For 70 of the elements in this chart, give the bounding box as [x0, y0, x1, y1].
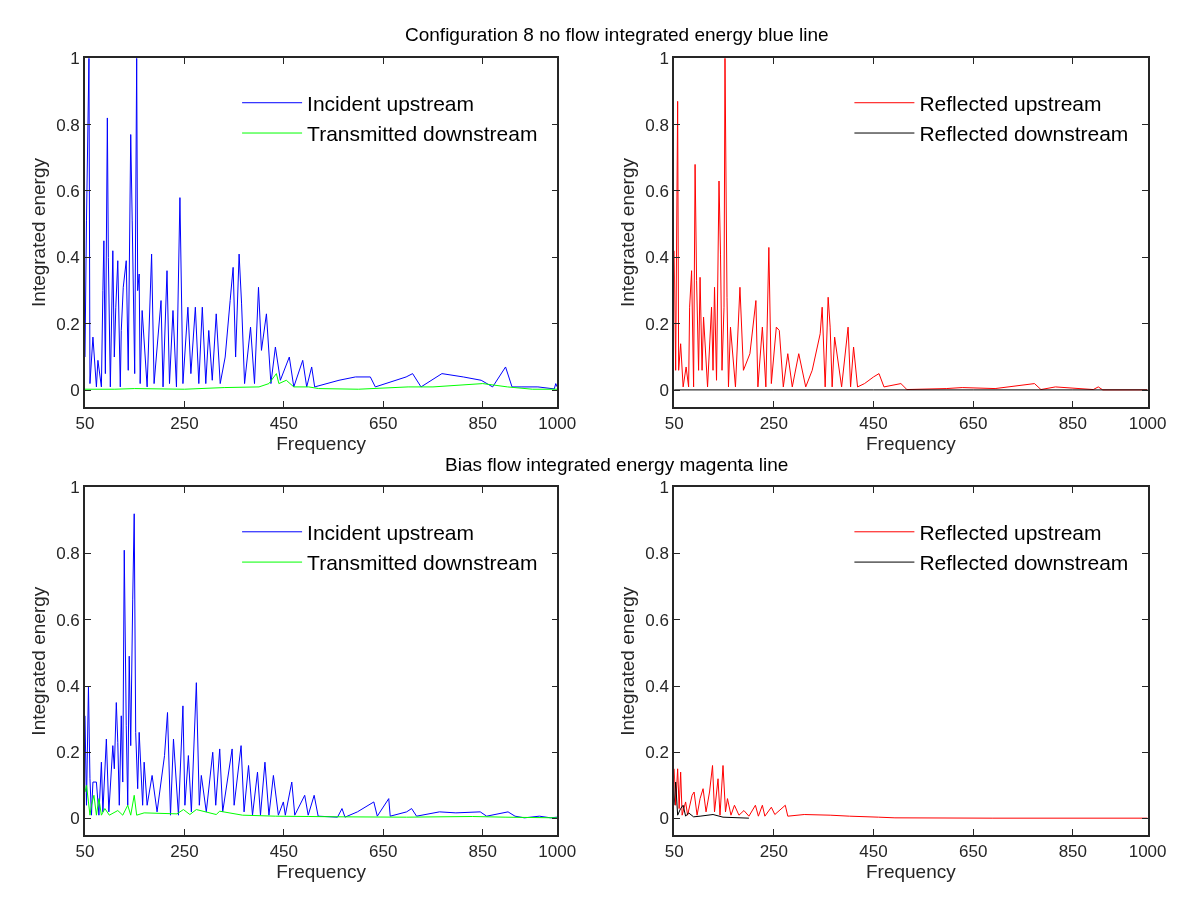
x-axis-title: Frequency	[276, 861, 367, 883]
y-tick-label: 0.4	[645, 676, 670, 696]
x-tick-label: 650	[369, 842, 398, 862]
y-tick-label: 1	[659, 478, 670, 498]
legend-label: Reflected upstream	[919, 520, 1102, 544]
y-axis-title: Integrated energy	[616, 586, 638, 736]
x-tick-label: 450	[859, 413, 888, 433]
y-tick-label: 0.6	[645, 181, 670, 201]
x-tick-label: 850	[468, 842, 497, 862]
x-tick-label: 850	[1058, 413, 1088, 433]
y-tick-label: 0.8	[56, 115, 80, 135]
x-tick-label: 250	[759, 413, 789, 433]
y-tick-label: 0.2	[645, 743, 670, 763]
x-tick-label: 650	[958, 842, 988, 862]
line-series	[84, 58, 558, 390]
legend-label: Incident upstream	[307, 520, 475, 544]
y-tick-label: 1	[659, 49, 670, 69]
text: Bias flow integrated energy magenta line	[445, 454, 789, 475]
x-axis-title: Frequency	[865, 432, 957, 454]
y-tick-label: 1	[70, 49, 80, 69]
legend-label: Transmitted downstream	[307, 122, 538, 146]
y-tick-label: 0.6	[56, 181, 80, 201]
line-series	[84, 784, 558, 819]
y-tick-label: 0.2	[56, 314, 80, 334]
x-tick-label: 1000	[1128, 842, 1167, 862]
x-tick-label: 1000	[1128, 413, 1167, 433]
x-tick-label: 450	[269, 842, 299, 862]
x-axis-title: Frequency	[865, 861, 957, 883]
x-tick-label: 50	[664, 413, 684, 433]
y-tick-label: 0	[70, 809, 80, 829]
x-tick-label: 450	[859, 842, 888, 862]
x-tick-label: 450	[269, 413, 299, 433]
y-tick-label: 0.8	[56, 544, 80, 564]
x-tick-label: 250	[759, 842, 789, 862]
x-tick-label: 650	[958, 413, 988, 433]
line-series	[674, 781, 750, 819]
y-tick-label: 1	[70, 478, 80, 498]
y-axis-title: Integrated energy	[616, 157, 638, 307]
y-tick-label: 0.4	[645, 248, 670, 268]
y-tick-label: 0	[659, 381, 670, 401]
y-tick-label: 0.2	[56, 743, 80, 763]
y-axis-title: Integrated energy	[27, 586, 49, 736]
x-tick-label: 650	[369, 413, 398, 433]
line-series	[84, 373, 558, 390]
y-tick-label: 0.4	[56, 676, 80, 696]
text: Configuration 8 no flow integrated energy blue line	[405, 24, 829, 45]
x-tick-label: 250	[170, 413, 199, 433]
y-tick-label: 0.6	[645, 610, 670, 630]
legend-label: Incident upstream	[307, 91, 475, 115]
x-tick-label: 250	[170, 842, 199, 862]
legend-label: Reflected downstream	[919, 122, 1129, 146]
y-axis-title: Integrated energy	[27, 157, 49, 307]
x-axis-title: Frequency	[276, 432, 367, 454]
legend-label: Reflected upstream	[919, 91, 1102, 115]
y-tick-label: 0	[70, 381, 80, 401]
x-tick-label: 850	[468, 413, 497, 433]
x-tick-label: 1000	[538, 413, 577, 433]
y-tick-label: 0.8	[645, 544, 670, 564]
legend-label: Reflected downstream	[919, 551, 1129, 575]
x-tick-label: 1000	[538, 842, 577, 862]
x-tick-label: 50	[75, 413, 95, 433]
y-tick-label: 0.2	[645, 314, 670, 334]
legend-label: Transmitted downstream	[307, 551, 538, 575]
y-tick-label: 0.8	[645, 115, 670, 135]
x-tick-label: 850	[1058, 842, 1088, 862]
x-tick-label: 50	[664, 842, 684, 862]
y-tick-label: 0.6	[56, 610, 80, 630]
x-tick-label: 50	[75, 842, 95, 862]
y-tick-label: 0.4	[56, 248, 80, 268]
y-tick-label: 0	[659, 809, 670, 829]
